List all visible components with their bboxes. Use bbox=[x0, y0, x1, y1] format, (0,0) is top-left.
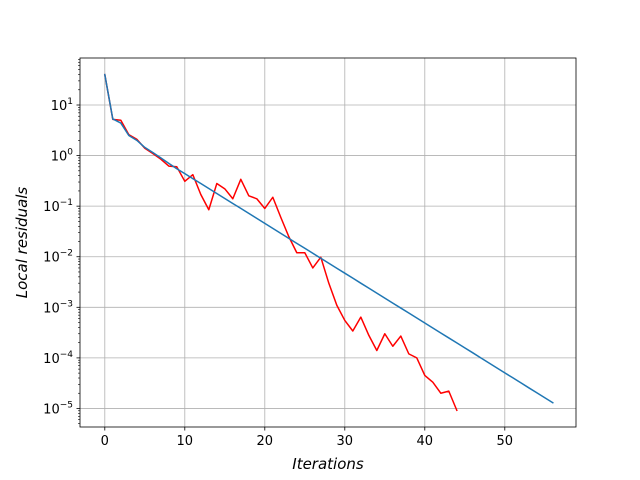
y-tick-base: 10 bbox=[43, 402, 60, 417]
y-tick-label: 10−2 bbox=[43, 249, 73, 266]
y-tick-label: 10−1 bbox=[43, 198, 73, 215]
y-tick-base: 10 bbox=[43, 200, 60, 215]
x-tick-label: 30 bbox=[337, 434, 354, 449]
grid bbox=[80, 58, 576, 427]
y-tick-exponent: −4 bbox=[60, 350, 74, 360]
y-tick-label: 10−3 bbox=[43, 299, 73, 316]
y-tick-label: 10−5 bbox=[43, 400, 73, 417]
y-tick-label: 100 bbox=[51, 148, 74, 165]
series-line-1 bbox=[103, 73, 458, 412]
plot-frame bbox=[79, 57, 577, 428]
series-layer bbox=[103, 73, 554, 412]
y-tick-exponent: −5 bbox=[60, 400, 73, 410]
y-tick-label: 10−4 bbox=[43, 350, 73, 367]
y-tick-label: 101 bbox=[51, 97, 73, 114]
y-tick-base: 10 bbox=[51, 150, 68, 165]
y-tick-base: 10 bbox=[51, 99, 68, 114]
series-line-2 bbox=[103, 73, 554, 404]
y-tick-exponent: −3 bbox=[60, 299, 73, 309]
x-tick-label: 0 bbox=[101, 434, 109, 449]
x-tick-label: 50 bbox=[497, 434, 514, 449]
y-tick-base: 10 bbox=[43, 352, 60, 367]
y-tick-exponent: 0 bbox=[67, 148, 73, 158]
y-tick-base: 10 bbox=[43, 251, 60, 266]
y-tick-exponent: −1 bbox=[60, 198, 73, 208]
x-axis-label: Iterations bbox=[292, 455, 364, 473]
y-tick-base: 10 bbox=[43, 301, 60, 316]
x-tick-label: 40 bbox=[417, 434, 434, 449]
x-tick-label: 20 bbox=[257, 434, 274, 449]
y-tick-exponent: −2 bbox=[60, 249, 73, 259]
y-tick-exponent: 1 bbox=[67, 97, 73, 107]
y-axis-label: Local residuals bbox=[13, 187, 31, 299]
x-tick-label: 10 bbox=[177, 434, 194, 449]
